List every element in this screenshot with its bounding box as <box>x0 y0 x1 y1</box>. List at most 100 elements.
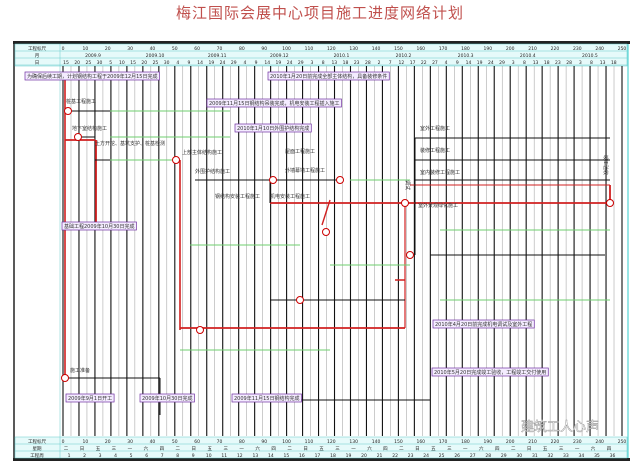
week-label: 29 <box>501 453 507 459</box>
task-label: 上部主体结构施工 <box>182 149 222 156</box>
day-label: 9 <box>255 60 258 66</box>
weekday-label: 三 <box>223 446 228 452</box>
footer-scale-tick: 170 <box>439 439 448 445</box>
task-label: 室内装修工程施工 <box>420 169 460 176</box>
day-label: 19 <box>208 60 214 66</box>
day-label: 22 <box>421 60 427 66</box>
day-label: 18 <box>544 60 550 66</box>
week-label: 10 <box>206 453 212 459</box>
weekday-label: 五 <box>431 446 436 452</box>
annotation-box <box>431 367 549 377</box>
weekday-label: 二 <box>64 446 69 452</box>
event-node <box>172 156 180 164</box>
day-label: 19 <box>276 60 282 66</box>
scale-tick: 240 <box>595 46 604 52</box>
annotation-box <box>65 393 115 403</box>
day-label: 15 <box>63 60 69 66</box>
scale-tick: 30 <box>127 46 133 52</box>
task-label: 外围护结构施工 <box>195 168 230 175</box>
annotation-text: 2009年11月15日钢结构吊装完成，机电安装工程插入施工 <box>209 100 339 107</box>
scale-tick: 110 <box>305 46 314 52</box>
day-label: 18 <box>611 60 617 66</box>
day-label: 2 <box>378 60 381 66</box>
annotation-text: 2010年5月20日完成竣工验收，工程竣工交付使用 <box>434 369 546 376</box>
weekday-label: 一 <box>351 447 356 452</box>
footer-scale-tick: 30 <box>127 439 133 445</box>
footer-band <box>14 436 628 459</box>
week-label: 14 <box>268 453 274 459</box>
annotation-text: 2009年11月15日钢结构完成 <box>234 395 299 402</box>
footer-row-label: 工程周 <box>30 452 44 459</box>
day-label: 9 <box>456 60 459 66</box>
day-label: 8 <box>590 60 593 66</box>
week-label: 30 <box>516 453 522 459</box>
weekday-label: 六 <box>479 445 484 452</box>
day-label: 4 <box>176 60 179 66</box>
day-label: 4 <box>243 60 246 66</box>
day-label: 24 <box>488 60 494 66</box>
day-label: 29 <box>231 60 237 66</box>
scale-tick: 230 <box>573 46 582 52</box>
critical-path-line <box>321 199 331 226</box>
weekday-label: 日 <box>192 446 197 452</box>
month-label: 2010.4 <box>520 53 536 59</box>
footer-scale-tick: 240 <box>595 439 604 445</box>
annotation-box <box>231 393 302 403</box>
event-node <box>74 133 82 141</box>
day-label: 29 <box>499 60 505 66</box>
week-label: 25 <box>439 453 445 459</box>
week-label: 36 <box>610 453 616 459</box>
weekday-label: 六 <box>255 445 260 452</box>
month-label: 2009.12 <box>270 53 289 59</box>
day-label: 27 <box>432 60 438 66</box>
scale-tick: 90 <box>261 46 267 52</box>
day-label: 13 <box>331 60 337 66</box>
diagram-title: 梅江国际会展中心项目施工进度网络计划 <box>175 4 464 22</box>
event-node <box>64 107 72 115</box>
week-label: 23 <box>408 453 414 459</box>
weekday-label: 二 <box>399 446 404 452</box>
weekday-label: 四 <box>607 446 612 452</box>
header-row-label: 日 <box>35 60 40 66</box>
event-node <box>401 199 409 207</box>
task-label: 室外景观绿化施工 <box>418 202 458 209</box>
annotation-text: 2009年9月1日开工 <box>68 395 112 402</box>
footer-row-label: 星期 <box>33 446 42 452</box>
day-label: 30 <box>164 60 170 66</box>
annotation-box <box>267 71 390 81</box>
day-label: 20 <box>74 60 80 66</box>
task-label: 屋面工程施工 <box>285 148 315 155</box>
day-label: 14 <box>264 60 270 66</box>
month-label: 2009.11 <box>208 53 227 59</box>
week-label: 4 <box>114 453 117 459</box>
scale-tick: 100 <box>282 46 291 52</box>
week-label: 9 <box>192 453 195 459</box>
day-label: 9 <box>188 60 191 66</box>
week-label: 24 <box>423 453 429 459</box>
week-label: 22 <box>392 453 398 459</box>
day-label: 13 <box>533 60 539 66</box>
week-label: 17 <box>315 453 321 459</box>
footer-scale-tick: 200 <box>506 439 515 445</box>
day-label: 3 <box>512 60 515 66</box>
week-label: 28 <box>485 453 491 459</box>
annotation-text: 为确保后续工期，计划钢结构工程于2009年12月15日完成 <box>27 73 157 80</box>
weekday-label: 二 <box>176 446 181 452</box>
annotation-text: 基础工程2009年10月30日完成 <box>64 223 134 230</box>
day-label: 8 <box>523 60 526 66</box>
weekday-label: 四 <box>383 446 388 452</box>
week-label: 34 <box>579 453 585 459</box>
event-node <box>336 176 344 184</box>
weekday-label: 日 <box>303 446 308 452</box>
weekday-label: 四 <box>160 446 165 452</box>
scale-tick: 140 <box>372 46 381 52</box>
weekday-label: 二 <box>287 446 292 452</box>
footer-scale-tick: 220 <box>551 439 560 445</box>
day-label: 12 <box>399 60 405 66</box>
month-label: 2009.9 <box>85 53 101 59</box>
scale-tick: 0 <box>62 46 65 52</box>
day-label: 24 <box>287 60 293 66</box>
weekday-label: 四 <box>495 446 500 452</box>
task-label: 竣工验收 <box>602 155 609 175</box>
watermark-logo: 建筑工人心声 <box>521 419 599 435</box>
